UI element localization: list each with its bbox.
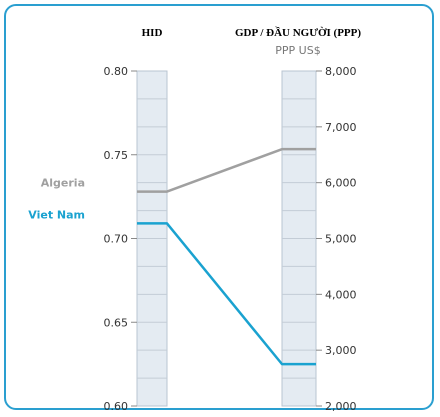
left-tick-label: 0.65 <box>104 316 129 329</box>
left-axis-title: HID <box>142 27 163 39</box>
right-tick-label: 8,000 <box>325 65 357 78</box>
right-tick-label: 6,000 <box>325 177 357 190</box>
left-tick-label: 0.70 <box>104 233 129 246</box>
right-tick-label: 2,000 <box>325 400 357 413</box>
right-tick-label: 3,000 <box>325 344 357 357</box>
right-axis-unit: PPP US$ <box>275 44 320 57</box>
series-line-algeria <box>137 147 316 193</box>
series-label-viet-nam: Viet Nam <box>28 208 85 221</box>
chart-frame <box>4 4 434 410</box>
right-tick-label: 5,000 <box>325 233 357 246</box>
right-tick-label: 4,000 <box>325 288 357 301</box>
series-label-algeria: Algeria <box>41 177 85 190</box>
left-tick-label: 0.80 <box>104 65 129 78</box>
right-axis-title: GDP / ĐẦU NGƯỜI (PPP) <box>235 26 361 39</box>
left-tick-label: 0.60 <box>104 400 129 413</box>
series-line-viet-nam <box>137 222 316 366</box>
right-tick-label: 7,000 <box>325 121 357 134</box>
left-tick-label: 0.75 <box>104 149 129 162</box>
